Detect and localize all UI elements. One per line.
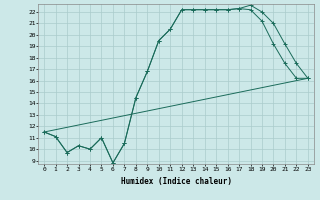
X-axis label: Humidex (Indice chaleur): Humidex (Indice chaleur): [121, 177, 231, 186]
